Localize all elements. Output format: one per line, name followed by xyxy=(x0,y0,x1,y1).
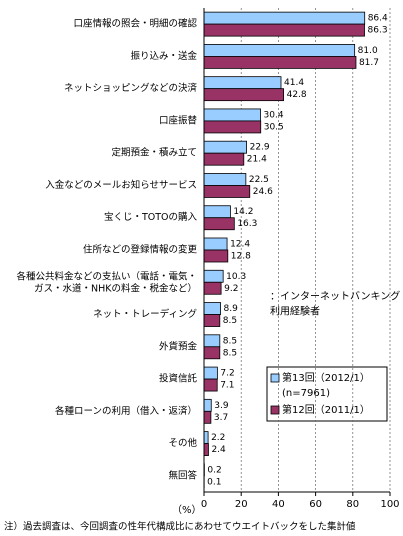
bar xyxy=(203,11,366,25)
value-label: 3.7 xyxy=(214,413,228,423)
bar xyxy=(203,346,221,360)
value-label: 8.5 xyxy=(223,348,237,358)
bar xyxy=(203,173,247,186)
bar xyxy=(203,108,261,122)
bar xyxy=(203,185,251,198)
value-label: 8.5 xyxy=(223,336,237,346)
value-label: 81.0 xyxy=(358,46,378,56)
bar xyxy=(203,334,221,348)
footnote: 注）過去調査は、今回調査の性年代構成比にあわせてウエイトバックをした集計値 xyxy=(4,521,356,533)
value-label: 16.3 xyxy=(237,219,257,229)
x-tick-label: 80 xyxy=(346,499,359,510)
value-label: 3.9 xyxy=(214,401,229,411)
y-tick-label: 振り込み・送金 xyxy=(130,50,197,62)
bar xyxy=(203,314,221,327)
bar xyxy=(203,88,285,102)
value-label: 22.5 xyxy=(249,175,269,185)
bar xyxy=(203,23,365,37)
value-label: 22.9 xyxy=(250,143,270,153)
x-tick-label: 100 xyxy=(380,499,399,510)
value-label: 0.2 xyxy=(207,465,221,475)
bar xyxy=(203,443,209,457)
value-label: 42.8 xyxy=(287,90,307,100)
x-tick-label: 0 xyxy=(201,499,207,510)
value-label: 14.2 xyxy=(233,207,253,217)
y-tick-label: 各種公共料金などの支払い（電話・電気・ガス・水道・NHKの料金・税金など） xyxy=(16,270,197,294)
annotation: ：インターネットバンキング利用経験者 xyxy=(270,290,400,318)
bar xyxy=(203,410,212,424)
value-label: 86.4 xyxy=(368,14,388,24)
bar xyxy=(203,378,218,392)
bar xyxy=(203,56,357,69)
value-label: 2.2 xyxy=(211,433,225,443)
legend-swatch xyxy=(270,405,280,415)
bar xyxy=(203,237,228,251)
y-tick-label: 各種ローンの利用（借入・返済） xyxy=(55,405,197,417)
bar xyxy=(203,205,231,219)
y-tick-label: 入金などのメールお知らせサービス xyxy=(45,179,197,191)
y-tick-label: 宝くじ・TOTOの購入 xyxy=(104,211,198,223)
value-label: 86.3 xyxy=(368,26,388,36)
value-label: 12.4 xyxy=(230,240,250,250)
bar xyxy=(203,44,356,57)
value-label: 81.7 xyxy=(359,58,379,68)
value-label: 30.5 xyxy=(264,122,284,132)
bar xyxy=(203,398,212,412)
legend-label: 第13回（2012/1） xyxy=(282,371,370,384)
x-unit: （%） xyxy=(172,504,202,516)
y-tick-label: 定期預金・積み立て xyxy=(111,147,197,159)
y-tick-label: ネット・トレーディング xyxy=(93,308,197,320)
y-tick-label: 口座振替 xyxy=(159,114,198,126)
value-label: 7.2 xyxy=(220,369,234,379)
y-tick-label: 投資信託 xyxy=(159,373,198,385)
bar xyxy=(203,431,209,445)
value-label: 10.3 xyxy=(226,272,246,282)
y-tick-label: その他 xyxy=(168,437,197,449)
value-label: 8.5 xyxy=(223,316,237,326)
x-tick-label: 60 xyxy=(309,499,322,510)
y-tick-label: 住所などの登録情報の変更 xyxy=(83,244,198,256)
legend-box xyxy=(266,366,388,422)
bar xyxy=(203,249,229,263)
value-label: 9.2 xyxy=(224,284,238,294)
bar xyxy=(203,152,245,166)
bar xyxy=(203,140,247,154)
value-label: 12.8 xyxy=(231,252,251,262)
bar xyxy=(203,120,262,134)
value-label: 0.1 xyxy=(207,477,221,487)
value-label: 21.4 xyxy=(247,155,267,165)
legend-label: 第12回（2011/1） xyxy=(282,403,370,416)
bar xyxy=(203,217,235,231)
y-tick-label: 口座情報の照会・明細の確認 xyxy=(73,18,197,30)
bar xyxy=(203,366,218,380)
legend-swatch xyxy=(270,373,280,383)
bar xyxy=(203,281,222,295)
value-label: 30.4 xyxy=(264,110,284,120)
legend-note: (n=7961) xyxy=(282,388,330,399)
value-label: 24.6 xyxy=(253,187,273,197)
value-label: 41.4 xyxy=(284,78,304,88)
x-tick-label: 40 xyxy=(272,499,285,510)
value-label: 2.4 xyxy=(211,445,226,455)
bar xyxy=(203,269,224,283)
y-tick-label: ネットショッピングなどの決済 xyxy=(64,82,198,94)
value-label: 7.1 xyxy=(220,381,234,391)
bar xyxy=(203,302,221,315)
value-label: 8.9 xyxy=(224,304,239,314)
bar xyxy=(203,76,282,90)
y-tick-label: 無回答 xyxy=(168,469,197,481)
x-tick-label: 20 xyxy=(235,499,248,510)
y-tick-label: 外貨預金 xyxy=(159,340,198,352)
